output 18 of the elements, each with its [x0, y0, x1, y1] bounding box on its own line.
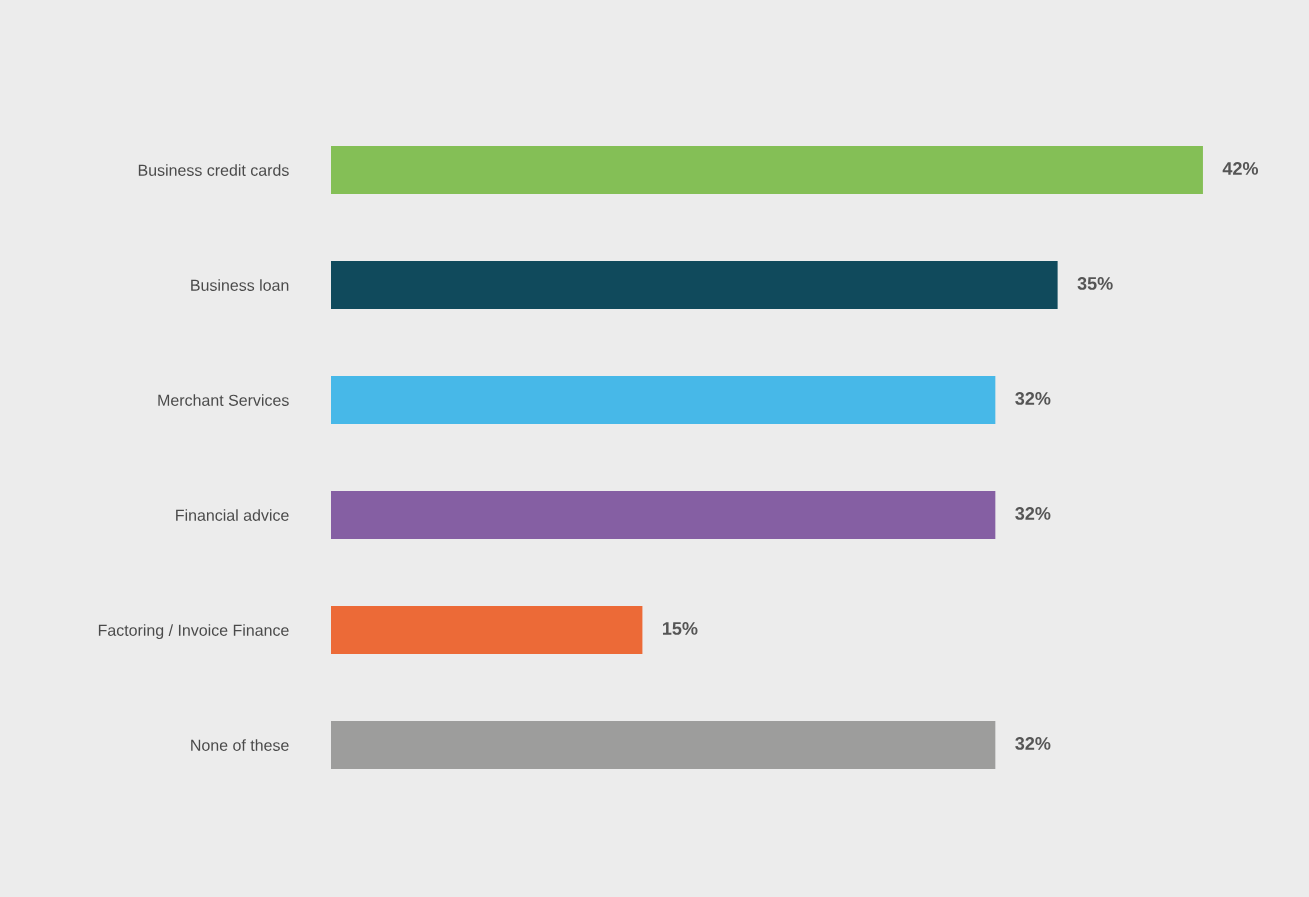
y-tick-label: Business credit cards — [138, 164, 289, 176]
bar — [331, 491, 996, 539]
bar — [331, 376, 996, 424]
data-label: 32% — [1015, 737, 1051, 750]
y-tick-label: Factoring / Invoice Finance — [98, 624, 289, 640]
bar — [331, 146, 1203, 194]
y-tick-label: Financial advice — [176, 509, 289, 521]
data-label: 42% — [1222, 162, 1259, 175]
bar — [331, 606, 643, 654]
data-label: 35% — [1077, 277, 1113, 290]
data-label: 32% — [1015, 392, 1051, 405]
bar — [331, 721, 996, 769]
data-label: 32% — [1015, 507, 1051, 520]
y-tick-label: Merchant Services — [158, 394, 289, 406]
y-tick-label: None of these — [191, 739, 289, 751]
data-label: 15% — [662, 622, 698, 635]
y-tick-label: Business loan — [191, 279, 289, 291]
bar — [331, 261, 1058, 309]
